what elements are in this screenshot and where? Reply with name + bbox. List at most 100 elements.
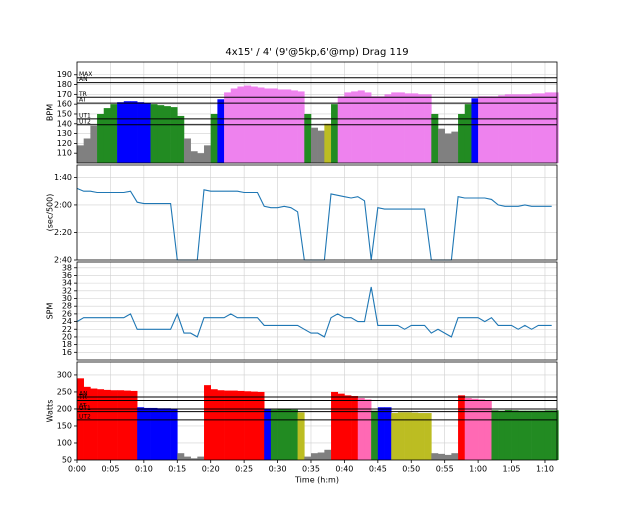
area-bar [444,133,452,163]
y-tick-label: 120 [57,139,72,148]
y-tick-label: 16 [62,348,72,357]
area-bar [143,103,151,163]
x-tick-label: 0:40 [335,465,353,474]
area-bar [531,93,539,163]
area-bar [217,390,225,460]
area-bar [110,104,118,163]
area-bar [197,456,205,460]
y-tick-label: 38 [62,263,72,272]
x-tick-label: 0:15 [168,465,186,474]
area-bar [137,407,145,460]
area-bar [458,395,466,460]
area-bar [324,123,332,163]
area-bar [444,454,452,460]
area-bar [310,453,318,460]
area-bar [384,407,392,460]
y-tick-label: 180 [57,80,72,89]
y-axis-label: (sec/500) [46,194,55,232]
area-bar [491,96,499,163]
area-bar [324,449,332,460]
area-bar [130,101,138,163]
data-line [76,187,552,261]
area-bar [103,108,111,163]
zone-label: MAX [79,71,92,78]
x-tick-label: 0:05 [101,465,119,474]
area-bar [97,113,105,163]
area-bar [123,390,131,460]
area-bar [230,390,238,460]
area-bar [204,385,212,460]
area-bar [297,412,305,460]
area-bar [97,389,105,460]
area-bar [277,409,285,460]
area-bar [551,92,559,163]
area-bar [170,107,178,163]
x-tick-label: 1:05 [503,465,521,474]
area-bar [351,91,359,163]
area-bar [177,453,185,460]
panel-frame [76,61,558,164]
area-bar [504,94,512,163]
x-tick-label: 0:55 [436,465,454,474]
area-bar [290,409,298,460]
area-bar [304,113,312,163]
area-bar [484,400,492,460]
area-bar [337,393,345,460]
area-bar [411,93,419,163]
area-bar [397,412,405,460]
x-tick-label: 0:50 [402,465,420,474]
area-bar [157,105,165,163]
area-bar [357,398,365,460]
zone-label: AN [79,391,88,398]
area-bar [123,101,131,163]
panel-frame [76,164,558,261]
area-bar [438,128,445,163]
y-axis-label: Watts [46,400,55,423]
y-axis-label: SPM [46,303,55,320]
x-tick-label: 0:00 [68,465,86,474]
y-tick-label: 2:20 [54,228,72,237]
area-bar [417,413,425,460]
area-bar [270,409,278,460]
area-bar [377,96,385,163]
area-bar [504,409,512,460]
area-bar [83,386,91,460]
area-bar [297,91,305,163]
y-tick-label: 200 [57,404,72,413]
area-bar [217,99,225,163]
area-bar [163,408,171,460]
zone-label: AT [79,97,87,104]
area-bar [250,391,258,460]
area-bar [264,88,272,163]
area-bar [484,96,492,163]
area-bar [210,113,218,163]
area-bar [244,391,252,460]
area-bar [183,138,191,163]
area-bar [270,88,278,163]
x-tick-label: 0:25 [235,465,253,474]
y-tick-label: 110 [57,149,72,158]
area-bar [531,410,539,460]
area-bar [451,131,459,163]
area-bar [103,389,111,460]
y-tick-label: 50 [62,456,72,465]
area-bar [230,88,238,163]
area-bar [177,115,185,163]
area-bar [224,390,232,460]
area-bar [431,113,439,163]
panel-frame [76,261,558,361]
area-bar [331,391,339,460]
panel: 1:40 2:00 2:20 2:40 (sec/500) [46,164,558,265]
y-tick-label: 300 [57,370,72,379]
area-bar [384,94,392,163]
zone-label: TR [78,394,87,401]
y-axis-label: BPM [46,104,55,121]
area-bar [544,92,552,163]
data-line [76,286,552,338]
area-bar [190,458,198,460]
area-bar [404,412,412,460]
